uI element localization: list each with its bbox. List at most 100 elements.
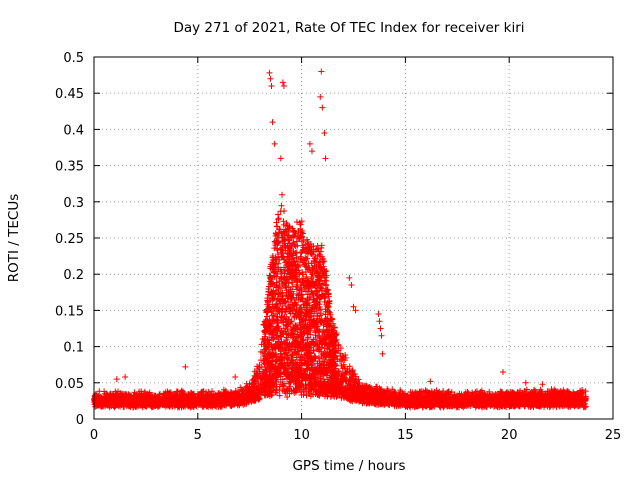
data-point: [499, 397, 506, 404]
data-point: [473, 388, 480, 395]
data-point: [351, 371, 358, 378]
data-point: [486, 392, 493, 399]
data-point: [148, 403, 155, 410]
data-point: [372, 383, 379, 390]
data-point: [118, 396, 125, 403]
data-point: [222, 387, 229, 394]
data-point: [435, 389, 441, 396]
data-point: [478, 403, 485, 410]
data-point: [473, 402, 480, 409]
data-point: [239, 390, 246, 397]
data-point: [160, 400, 167, 407]
data-point: [212, 402, 219, 409]
data-point: [251, 368, 258, 375]
data-point: [503, 395, 510, 402]
data-point: [531, 386, 538, 393]
data-point: [122, 391, 129, 398]
data-point: [528, 389, 535, 396]
data-point: [491, 403, 498, 410]
data-point: [423, 403, 430, 410]
data-point: [127, 401, 134, 408]
data-point: [455, 404, 462, 411]
data-point: [430, 396, 437, 403]
data-point: [343, 378, 350, 385]
data-point: [185, 391, 192, 398]
data-point: [527, 390, 534, 397]
data-point: [251, 379, 258, 386]
data-point: [359, 388, 366, 395]
data-point: [180, 403, 187, 410]
data-point: [253, 371, 260, 378]
data-point: [565, 403, 572, 410]
data-point: [581, 396, 588, 403]
data-point: [152, 395, 159, 402]
data-point: [582, 395, 589, 402]
data-point: [566, 389, 573, 396]
data-point: [293, 219, 300, 226]
data-point: [350, 378, 357, 385]
data-point: [335, 341, 342, 348]
data-point: [547, 402, 554, 409]
data-point: [157, 390, 164, 397]
data-point: [499, 389, 506, 396]
data-point: [503, 392, 510, 399]
data-point: [365, 391, 372, 398]
data-point: [257, 348, 264, 355]
data-point: [174, 393, 181, 400]
data-points: [91, 68, 589, 411]
data-point: [164, 388, 171, 395]
data-point: [510, 401, 517, 408]
data-point: [148, 393, 155, 400]
data-point: [241, 401, 248, 408]
data-point: [174, 388, 181, 395]
data-point: [142, 403, 149, 410]
data-point: [366, 389, 373, 396]
data-point: [210, 390, 217, 397]
data-point: [342, 389, 349, 396]
data-point: [339, 365, 346, 372]
data-point: [199, 388, 206, 395]
data-point: [352, 397, 359, 404]
data-point: [448, 389, 455, 396]
data-point: [374, 388, 381, 395]
data-point: [553, 388, 560, 395]
data-point: [175, 398, 182, 405]
data-point: [475, 395, 482, 402]
data-point: [582, 403, 589, 410]
data-point: [297, 255, 304, 262]
data-point: [233, 389, 240, 396]
data-point: [557, 389, 564, 396]
data-point: [168, 391, 175, 398]
data-point: [564, 403, 571, 410]
data-point: [431, 388, 438, 395]
data-point: [546, 404, 553, 411]
data-point: [257, 372, 264, 379]
data-point: [166, 397, 173, 404]
data-point: [548, 394, 555, 401]
data-point: [181, 401, 188, 408]
data-point: [391, 390, 398, 397]
data-point: [495, 397, 502, 404]
data-point: [542, 400, 549, 407]
data-point: [254, 366, 261, 373]
data-point: [339, 356, 346, 363]
data-point: [509, 389, 516, 396]
data-point: [337, 350, 344, 357]
data-point: [426, 397, 433, 404]
data-point: [482, 402, 489, 409]
x-axis-label: GPS time / hours: [292, 458, 405, 474]
data-point: [560, 388, 567, 395]
data-point: [92, 400, 99, 407]
data-point: [569, 401, 576, 408]
data-point: [238, 386, 245, 393]
data-point: [136, 388, 143, 395]
data-point: [92, 392, 99, 399]
data-point: [145, 396, 152, 403]
y-axis-label: ROTI / TECUs: [6, 194, 22, 282]
data-point: [246, 380, 253, 387]
data-point: [581, 404, 588, 411]
data-point: [401, 390, 408, 397]
data-point: [185, 391, 192, 398]
data-point: [122, 397, 129, 404]
